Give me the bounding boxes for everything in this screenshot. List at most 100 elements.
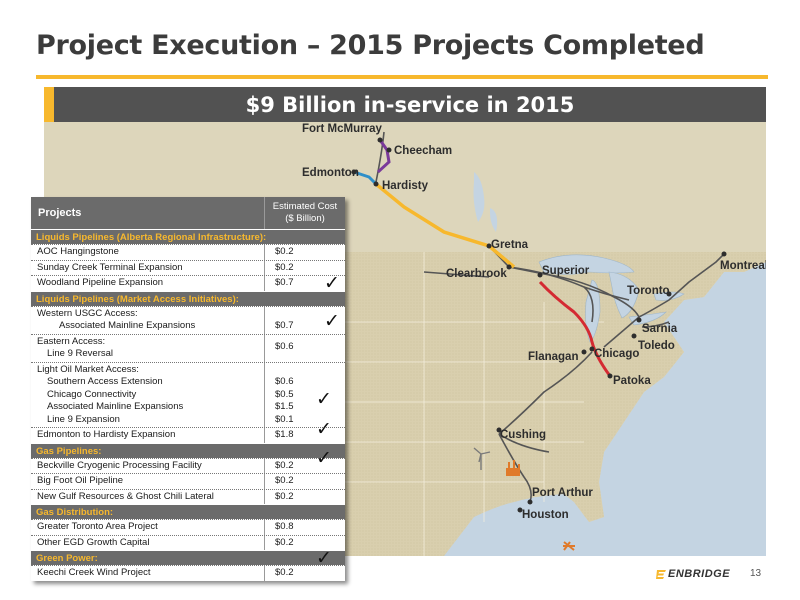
city-label: Hardisty: [382, 180, 429, 192]
banner-text: $9 Billion in-service in 2015: [245, 92, 575, 117]
city-label: Edmonton: [302, 167, 359, 179]
project-name: New Gulf Resources & Ghost Chili Lateral: [37, 490, 214, 502]
group-label: Western USGC Access:: [37, 307, 138, 319]
project-name: Beckville Cryogenic Processing Facility: [37, 459, 202, 471]
cost-value: $1.5: [275, 401, 294, 412]
project-cost: $0.2: [264, 245, 345, 260]
table-row: Edmonton to Hardisty Expansion $1.8: [31, 427, 345, 443]
company-logo-text: ENBRIDGE: [668, 568, 731, 580]
gulf-of-mexico: [444, 494, 604, 556]
cost-value: $0.7: [275, 320, 294, 331]
section-header: Gas Pipelines:: [31, 442, 345, 458]
project-name: Big Foot Oil Pipeline: [37, 475, 124, 486]
checkmark-icon: ✓: [316, 547, 332, 569]
orange-pipeline: [374, 182, 516, 269]
table-header: Projects Estimated Cost ($ Billion): [31, 197, 345, 229]
project-name: Southern Access Extension: [47, 376, 163, 387]
cost-value: $0.6: [275, 341, 294, 353]
table-row: Keechi Creek Wind Project $0.2: [31, 565, 345, 581]
project-cost: $0.8: [264, 520, 345, 535]
project-name: Associated Mainline Expansions: [47, 401, 184, 412]
header-cost-line1: Estimated Cost: [272, 201, 338, 212]
table-row: Beckville Cryogenic Processing Facility $…: [31, 457, 345, 473]
city-label: Port Arthur: [532, 487, 593, 499]
city-label: Cushing: [500, 429, 546, 441]
project-name: Line 9 Reversal: [47, 348, 114, 359]
city-label: Flanagan: [528, 351, 578, 363]
cost-value: $0.6: [275, 376, 294, 387]
section-header: Liquids Pipelines (Market Access Initiat…: [31, 290, 345, 306]
city-label: Houston: [522, 509, 569, 521]
cost-value: $0.5: [275, 388, 294, 400]
table-row: Other EGD Growth Capital $0.2: [31, 534, 345, 550]
table-row: Big Foot Oil Pipeline $0.2: [31, 473, 345, 489]
cost-value: $0.1: [275, 413, 294, 425]
project-group: Western USGC Access: Associated Mainline…: [31, 307, 264, 334]
city-label: Superior: [542, 265, 590, 277]
table-row: Western USGC Access: Associated Mainline…: [31, 305, 345, 334]
page-number: 13: [750, 568, 762, 579]
city-label: Chicago: [594, 348, 639, 360]
project-group: Light Oil Market Access: Southern Access…: [31, 363, 264, 428]
project-cost: $0.2: [264, 566, 345, 581]
projects-table: Projects Estimated Cost ($ Billion) Liqu…: [31, 197, 345, 581]
table-row: New Gulf Resources & Ghost Chili Lateral…: [31, 488, 345, 504]
project-name: Woodland Pipeline Expansion: [37, 277, 164, 288]
project-cost: $0.6: [264, 334, 345, 362]
project-cost: $0.6 $0.5 $1.5 $0.1: [264, 362, 345, 427]
header-projects: Projects: [38, 207, 82, 219]
project-name: Keechi Creek Wind Project: [37, 567, 151, 578]
table-row: Woodland Pipeline Expansion $0.7: [31, 275, 345, 291]
project-cost: $0.2: [264, 535, 345, 550]
city-label: Clearbrook: [446, 268, 507, 280]
section-header: Green Power:: [31, 550, 345, 565]
header-cost: Estimated Cost ($ Billion): [264, 197, 345, 229]
table-row: Greater Toronto Area Project $0.8: [31, 519, 345, 535]
checkmark-icon: ✓: [324, 310, 340, 332]
title-underline: [36, 75, 768, 79]
group-label: Light Oil Market Access:: [37, 363, 139, 375]
project-name: AOC Hangingstone: [37, 246, 119, 257]
table-row: Sunday Creek Terminal Expansion $0.2: [31, 259, 345, 275]
project-name: Other EGD Growth Capital: [37, 536, 150, 548]
project-name: Chicago Connectivity: [47, 388, 137, 400]
project-group: Eastern Access: Line 9 Reversal: [31, 335, 264, 362]
red-pipeline: [538, 280, 612, 377]
project-name: Sunday Creek Terminal Expansion: [37, 261, 183, 273]
header-cost-line2: ($ Billion): [285, 213, 325, 224]
project-cost: $0.2: [264, 458, 345, 473]
project-name: Line 9 Expansion: [47, 413, 120, 425]
existing-mainline: [375, 131, 725, 503]
city-label: Gretna: [491, 239, 529, 251]
enbridge-logo-icon: [656, 570, 666, 579]
project-cost: $0.7: [264, 276, 345, 291]
project-cost: $0.2: [264, 489, 345, 504]
state-borders: [344, 252, 604, 556]
project-cost: $0.2: [264, 474, 345, 489]
city-dots: [351, 137, 727, 513]
table-row: AOC Hangingstone $0.2: [31, 244, 345, 260]
project-cost: $1.8: [264, 428, 345, 443]
checkmark-icon: ✓: [316, 388, 332, 410]
wind-turbine-icon: [473, 447, 491, 470]
project-cost: $0.2: [264, 260, 345, 275]
checkmark-icon: ✓: [316, 447, 332, 469]
gas-plant-icon: [506, 460, 520, 476]
slide-title: Project Execution – 2015 Projects Comple…: [36, 30, 705, 61]
table-row: Light Oil Market Access: Southern Access…: [31, 361, 345, 428]
group-label: Eastern Access:: [37, 335, 106, 347]
project-name: Associated Mainline Expansions: [59, 320, 196, 331]
city-label: Sarnia: [642, 323, 678, 335]
city-label: Patoka: [613, 375, 651, 387]
project-name: Greater Toronto Area Project: [37, 521, 158, 532]
project-name: Edmonton to Hardisty Expansion: [37, 429, 176, 440]
summary-banner: $9 Billion in-service in 2015: [44, 87, 766, 122]
table-row: Eastern Access: Line 9 Reversal $0.6: [31, 333, 345, 362]
city-label: Montreal: [720, 260, 766, 272]
blue-pipeline: [353, 170, 378, 186]
section-header: Gas Distribution:: [31, 504, 345, 519]
offshore-platform-icon: [563, 541, 575, 551]
section-header: Liquids Pipelines (Alberta Regional Infr…: [31, 229, 345, 244]
city-label: Toledo: [638, 340, 675, 352]
usa-land: [344, 252, 766, 556]
